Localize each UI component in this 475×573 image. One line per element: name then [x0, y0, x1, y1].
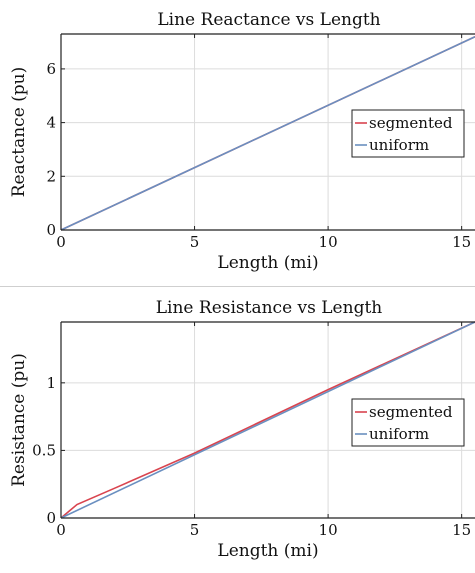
chart1-x-tick-label: 0	[56, 521, 66, 539]
chart1-y-tick-label: 0	[46, 509, 56, 527]
chart1-x-axis-label: Length (mi)	[217, 541, 318, 561]
chart0-y-tick-label: 4	[46, 114, 56, 132]
chart1-x-tick-label: 15	[452, 521, 471, 539]
chart0-y-tick-label: 0	[46, 221, 56, 239]
resistance-chart: 0 5 10 15 0 0.5 1 Line Resistance vs Length Leng…	[9, 298, 475, 561]
chart0-x-tick-label: 15	[452, 233, 471, 251]
chart0-x-tick-label: 0	[56, 233, 66, 251]
chart1-legend-label-uniform: uniform	[369, 425, 429, 443]
chart1-x-tick-label: 10	[319, 521, 338, 539]
chart0-x-tick-label: 5	[190, 233, 200, 251]
chart1-y-tick-label: 1	[46, 374, 56, 392]
chart1-y-axis-label: Resistance (pu)	[9, 353, 29, 487]
chart0-legend-label-segmented: segmented	[369, 114, 453, 132]
chart0-title: Line Reactance vs Length	[157, 10, 380, 30]
chart1-x-tick-label: 5	[190, 521, 200, 539]
chart0-y-axis-label: Reactance (pu)	[9, 67, 29, 198]
chart0-x-tick-label: 10	[319, 233, 338, 251]
chart1-title: Line Resistance vs Length	[156, 298, 383, 318]
chart1-legend: segmented uniform	[351, 398, 465, 447]
chart0-legend-box	[351, 109, 465, 158]
chart1-legend-box	[351, 398, 465, 447]
chart0-y-tick-label: 6	[46, 60, 56, 78]
chart0-legend: segmented uniform	[351, 109, 465, 158]
chart1-series-segmented-line	[60, 321, 475, 519]
chart1-series-uniform-line	[60, 321, 475, 519]
reactance-chart: 0 5 10 15 0 2 4 6 Line Reactance vs Length Length…	[9, 10, 475, 273]
chart0-series-uniform-line	[60, 35, 475, 231]
chart0-legend-label-uniform: uniform	[369, 136, 429, 154]
chart-separator	[0, 286, 475, 287]
chart0-y-tick-label: 2	[46, 167, 56, 185]
chart1-y-tick-label: 0.5	[32, 441, 56, 459]
chart1-legend-label-segmented: segmented	[369, 403, 453, 421]
chart0-x-axis-label: Length (mi)	[217, 253, 318, 273]
